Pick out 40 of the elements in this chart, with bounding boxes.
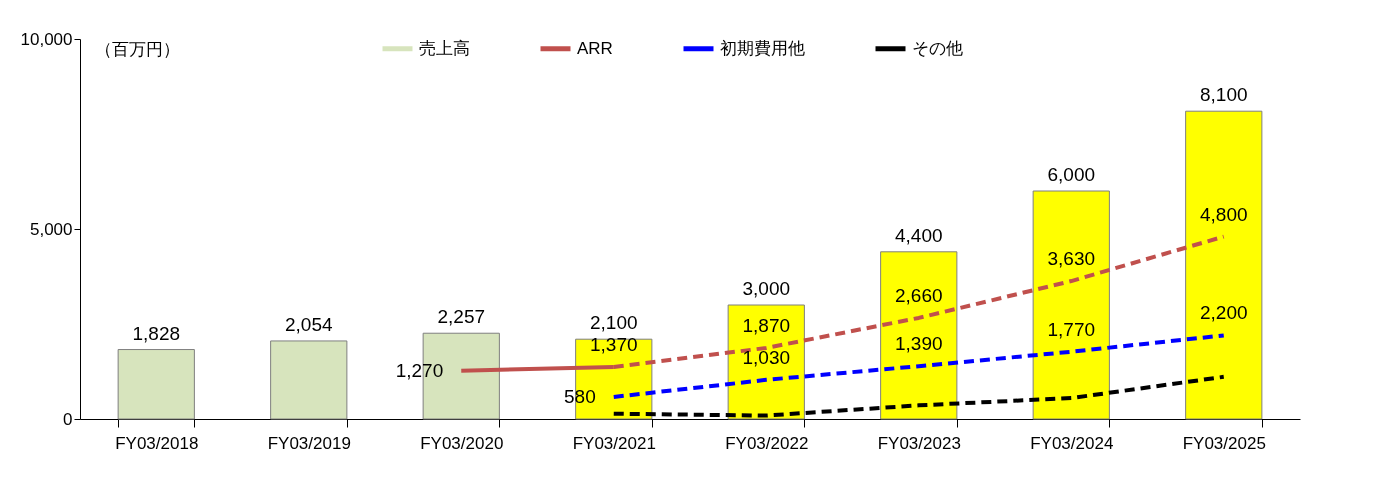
x-tick-label: FY03/2023 bbox=[877, 433, 961, 453]
data-label: 1,030 bbox=[742, 346, 791, 368]
line-series bbox=[611, 374, 1226, 418]
x-tick-label: FY03/2024 bbox=[1030, 433, 1114, 453]
y-tick-label: 10,000 bbox=[20, 29, 73, 49]
data-label: 8,100 bbox=[1199, 84, 1248, 106]
data-label: 2,100 bbox=[589, 312, 638, 334]
x-tick-label: FY03/2021 bbox=[572, 433, 656, 453]
data-label: 4,800 bbox=[1199, 203, 1248, 225]
x-tick-label: FY03/2019 bbox=[267, 433, 351, 453]
data-label: 1,870 bbox=[742, 314, 791, 336]
data-label: 4,400 bbox=[894, 224, 943, 246]
legend-label: その他 bbox=[912, 38, 963, 58]
data-label: 2,257 bbox=[437, 306, 486, 328]
data-label: 1,370 bbox=[589, 333, 638, 355]
y-tick-label: 0 bbox=[63, 409, 73, 429]
data-label: 2,054 bbox=[284, 313, 333, 335]
data-label: 2,200 bbox=[1199, 302, 1248, 324]
data-label: 1,390 bbox=[894, 333, 943, 355]
bar bbox=[1032, 190, 1110, 420]
data-label: 3,000 bbox=[742, 278, 791, 299]
x-tick-label: FY03/2020 bbox=[420, 433, 504, 453]
x-tick-label: FY03/2018 bbox=[115, 433, 199, 453]
x-tick-label: FY03/2022 bbox=[725, 433, 809, 453]
legend-label: ARR bbox=[577, 38, 613, 58]
data-label: 6,000 bbox=[1047, 164, 1096, 185]
bar bbox=[1185, 110, 1263, 420]
bar bbox=[270, 340, 348, 420]
y-tick-label: 5,000 bbox=[29, 219, 73, 239]
data-label: 3,630 bbox=[1047, 248, 1096, 270]
legend-label: 初期費用他 bbox=[720, 38, 805, 58]
bar bbox=[117, 349, 195, 420]
data-label: 1,770 bbox=[1047, 318, 1096, 340]
bar bbox=[880, 251, 958, 420]
data-label: 1,270 bbox=[395, 359, 444, 381]
legend-label: 売上高 bbox=[419, 38, 470, 58]
x-tick-label: FY03/2025 bbox=[1182, 433, 1266, 453]
y-axis-title: （百万円） bbox=[94, 39, 180, 59]
data-label: 2,660 bbox=[894, 284, 943, 306]
data-label: 1,828 bbox=[132, 322, 181, 344]
